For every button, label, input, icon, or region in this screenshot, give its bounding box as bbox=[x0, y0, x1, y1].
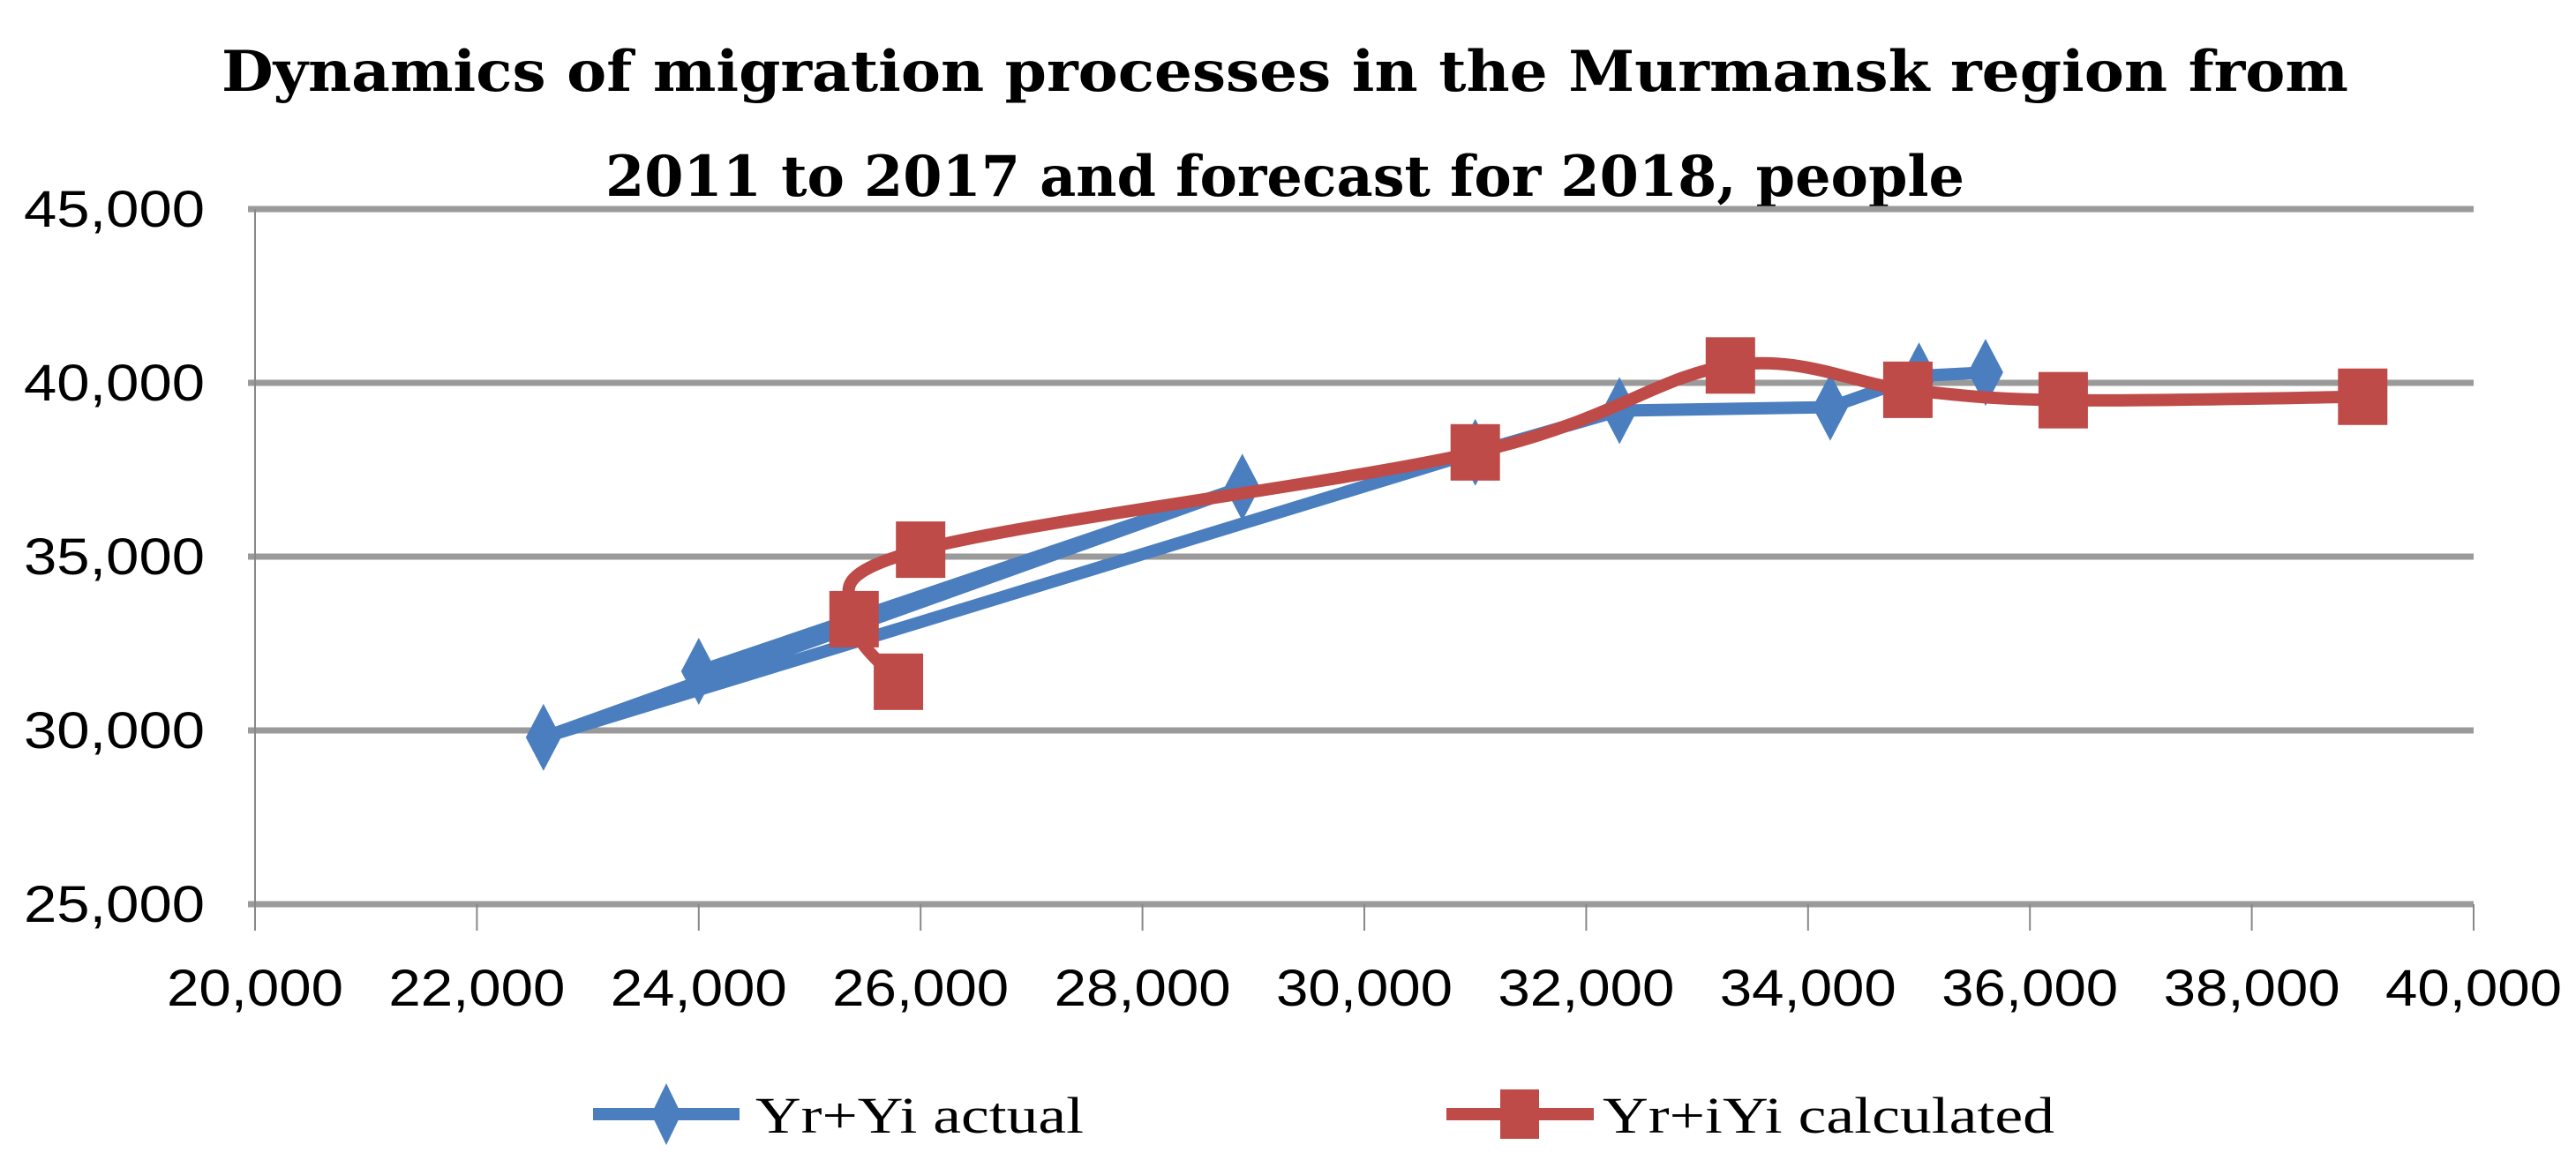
x-tick-label: 28,000 bbox=[1055, 960, 1231, 1017]
x-tick-label: 38,000 bbox=[2164, 960, 2340, 1017]
series-line-calculated bbox=[842, 356, 2363, 686]
y-tick-label: 40,000 bbox=[24, 355, 205, 412]
data-point-calculated bbox=[874, 653, 924, 710]
data-point-calculated bbox=[2338, 368, 2388, 425]
x-tick-label: 36,000 bbox=[1941, 960, 2118, 1017]
data-point-calculated bbox=[1705, 337, 1755, 394]
data-point-actual bbox=[525, 703, 561, 771]
x-tick-label: 26,000 bbox=[832, 960, 1009, 1017]
legend: Yr+Yi actual Yr+iYi calculated bbox=[593, 1083, 2054, 1145]
x-tick-label: 24,000 bbox=[611, 960, 787, 1017]
x-tick-label: 22,000 bbox=[388, 960, 565, 1017]
y-tick-label: 45,000 bbox=[24, 181, 205, 238]
legend-marker-diamond-icon bbox=[651, 1083, 681, 1145]
x-tick-label: 20,000 bbox=[167, 960, 343, 1017]
y-tick-label: 30,000 bbox=[24, 702, 205, 760]
legend-label-actual: Yr+Yi actual bbox=[755, 1087, 1084, 1144]
chart-title-line-2: 2011 to 2017 and forecast for 2018, peop… bbox=[605, 144, 1964, 210]
data-point-actual bbox=[1967, 339, 2003, 407]
x-tick-label: 40,000 bbox=[2385, 960, 2562, 1017]
data-point-calculated bbox=[829, 590, 879, 647]
data-point-calculated bbox=[2038, 371, 2088, 429]
x-tick-label: 34,000 bbox=[1720, 960, 1896, 1017]
data-point-calculated bbox=[1450, 423, 1500, 481]
chart-title-line-1: Dynamics of migration processes in the M… bbox=[222, 39, 2348, 105]
x-tick-label: 32,000 bbox=[1498, 960, 1674, 1017]
data-point-calculated bbox=[896, 521, 946, 579]
x-tick-label: 30,000 bbox=[1276, 960, 1453, 1017]
legend-label-calculated: Yr+iYi calculated bbox=[1603, 1087, 2054, 1144]
y-tick-label: 35,000 bbox=[24, 528, 205, 586]
data-point-calculated bbox=[1882, 361, 1933, 418]
y-tick-label: 25,000 bbox=[24, 876, 205, 933]
legend-marker-square-icon bbox=[1500, 1089, 1539, 1139]
data-point-actual bbox=[1812, 373, 1848, 441]
data-point-actual bbox=[680, 638, 717, 706]
